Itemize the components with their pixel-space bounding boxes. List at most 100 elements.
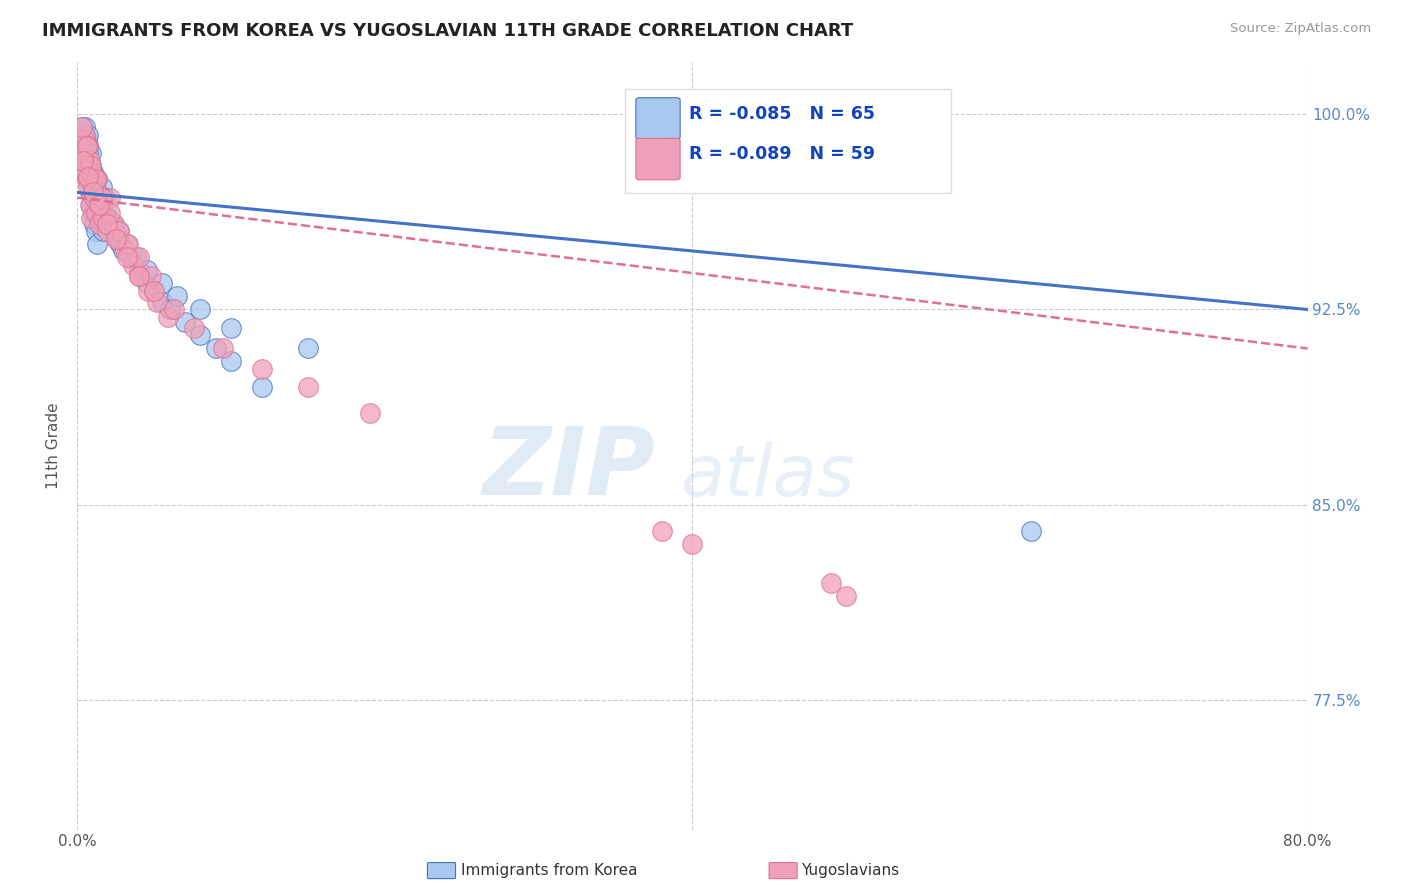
Point: [80, 146, 103, 161]
Point: [76, 133, 98, 147]
Point: [86, 237, 108, 252]
Point: [72, 144, 94, 158]
Point: [188, 328, 212, 343]
Point: [67, 146, 90, 161]
Point: [146, 294, 169, 309]
Point: [94, 191, 117, 205]
Point: [80, 160, 103, 174]
Point: [69, 146, 91, 161]
Point: [77, 169, 100, 184]
Point: [80, 198, 103, 212]
Point: [77, 172, 100, 186]
Point: [83, 217, 105, 231]
Point: [125, 251, 148, 265]
Point: [250, 380, 273, 394]
Point: [87, 217, 110, 231]
Point: [96, 217, 118, 231]
Point: [166, 289, 188, 303]
Point: [67, 133, 90, 147]
Point: [83, 172, 105, 186]
Point: [87, 198, 110, 212]
Point: [141, 268, 163, 283]
Point: [72, 154, 94, 169]
Point: [70, 133, 93, 147]
Point: [297, 342, 319, 356]
Text: Immigrants from Korea: Immigrants from Korea: [461, 863, 638, 878]
Point: [114, 243, 136, 257]
Point: [79, 186, 101, 200]
Point: [84, 191, 107, 205]
Point: [70, 120, 93, 135]
Point: [219, 320, 242, 334]
FancyBboxPatch shape: [636, 98, 681, 139]
Point: [73, 164, 96, 178]
Point: [86, 172, 108, 186]
Point: [174, 316, 197, 330]
Point: [77, 128, 100, 143]
Point: [820, 575, 842, 590]
Point: [682, 536, 704, 550]
Text: R = -0.089   N = 59: R = -0.089 N = 59: [689, 145, 875, 163]
Point: [104, 232, 127, 246]
Point: [120, 251, 142, 265]
Point: [82, 180, 104, 194]
Point: [82, 186, 104, 200]
Point: [96, 211, 118, 226]
Point: [219, 354, 242, 368]
Point: [150, 294, 173, 309]
Point: [110, 237, 132, 252]
Y-axis label: 11th Grade: 11th Grade: [46, 402, 62, 490]
Point: [105, 232, 128, 246]
Point: [128, 263, 150, 277]
Point: [117, 237, 139, 252]
Point: [212, 342, 235, 356]
Point: [250, 362, 273, 376]
Point: [98, 206, 121, 220]
Point: [835, 589, 858, 603]
Point: [73, 133, 96, 147]
Point: [103, 224, 125, 238]
Point: [651, 524, 673, 538]
Point: [77, 138, 100, 153]
Point: [135, 263, 157, 277]
Point: [121, 258, 143, 272]
Text: atlas: atlas: [681, 442, 855, 511]
Point: [128, 268, 150, 283]
Point: [70, 120, 93, 135]
Point: [135, 277, 157, 291]
Point: [93, 211, 115, 226]
Point: [69, 154, 91, 169]
Point: [76, 172, 98, 186]
Point: [76, 138, 98, 153]
Point: [128, 251, 150, 265]
Point: [108, 224, 131, 238]
Point: [100, 217, 122, 231]
Point: [79, 198, 101, 212]
Point: [163, 302, 186, 317]
FancyBboxPatch shape: [636, 138, 681, 180]
Point: [143, 285, 166, 299]
Point: [183, 320, 205, 334]
Point: [77, 138, 100, 153]
Point: [77, 180, 100, 194]
Text: Source: ZipAtlas.com: Source: ZipAtlas.com: [1230, 22, 1371, 36]
Point: [188, 302, 212, 317]
Point: [115, 237, 138, 252]
Point: [108, 224, 131, 238]
Point: [79, 160, 101, 174]
Point: [112, 243, 135, 257]
Point: [72, 138, 94, 153]
Point: [80, 211, 103, 226]
Point: [73, 164, 96, 178]
Point: [87, 198, 110, 212]
Point: [83, 180, 105, 194]
Point: [297, 380, 319, 394]
Point: [86, 186, 108, 200]
Point: [90, 191, 114, 205]
Point: [84, 172, 107, 186]
Point: [108, 232, 131, 246]
Point: [77, 146, 100, 161]
Point: [103, 217, 125, 231]
Point: [80, 164, 103, 178]
Point: [157, 310, 180, 325]
